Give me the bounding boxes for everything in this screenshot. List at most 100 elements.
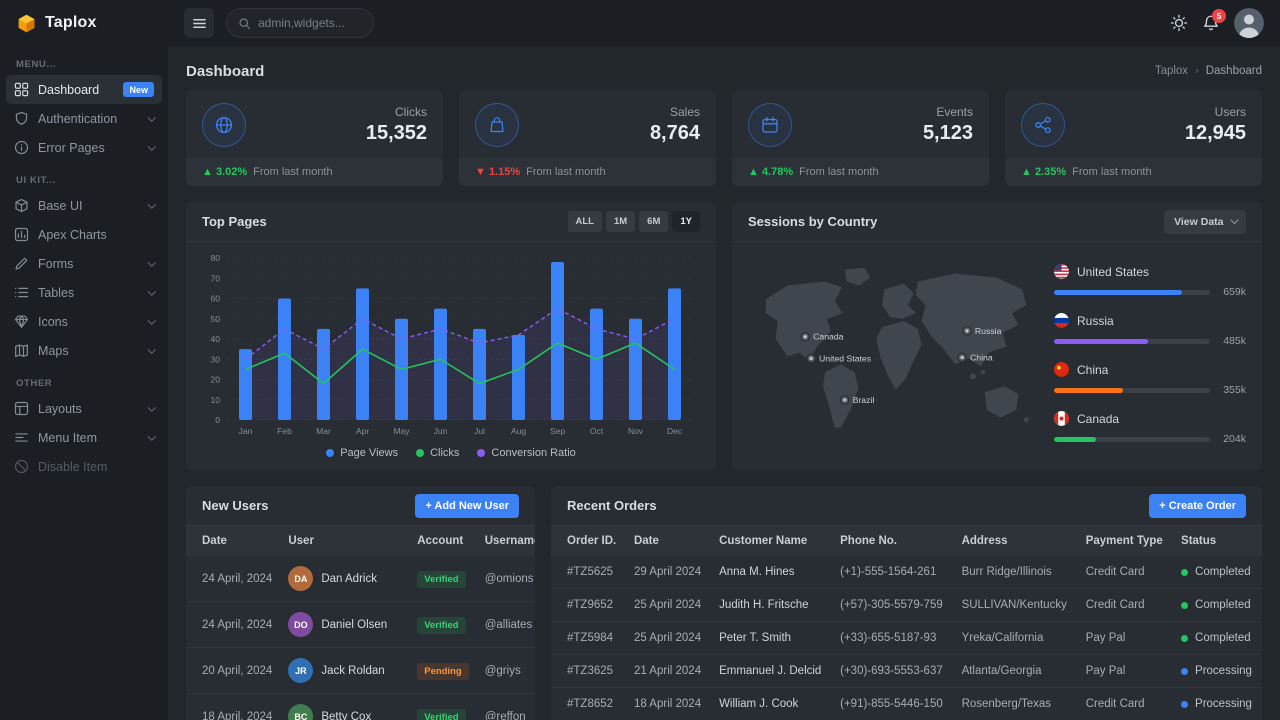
top-pages-header: Top Pages ALL 1M 6M 1Y bbox=[186, 202, 716, 242]
column-header: Account bbox=[409, 526, 477, 556]
theme-toggle-button[interactable] bbox=[1170, 14, 1188, 32]
svg-text:Apr: Apr bbox=[356, 426, 369, 436]
stat-label: Clicks bbox=[395, 105, 427, 119]
user-name[interactable]: JR Jack Roldan bbox=[288, 658, 401, 683]
notifications-button[interactable]: 5 bbox=[1202, 9, 1226, 32]
order-id[interactable]: #TZ5625 bbox=[567, 566, 614, 578]
sidebar-item-dashboard[interactable]: Dashboard New bbox=[6, 75, 162, 104]
user-date: 18 April, 2024 bbox=[186, 693, 281, 720]
view-data-dropdown[interactable]: View Data bbox=[1164, 209, 1246, 234]
stat-note: From last month bbox=[1072, 166, 1152, 178]
country-name: Russia bbox=[1077, 313, 1114, 328]
legend-clicks: Clicks bbox=[416, 447, 459, 459]
order-status-badge: Processing bbox=[1181, 698, 1254, 710]
svg-text:Russia: Russia bbox=[975, 325, 1002, 335]
user-avatar[interactable] bbox=[1234, 8, 1264, 38]
sidebar-item-tables[interactable]: Tables bbox=[6, 278, 162, 307]
sidebar-item-base-ui[interactable]: Base UI bbox=[6, 191, 162, 220]
order-id[interactable]: #TZ3625 bbox=[551, 654, 626, 688]
sidebar-item-maps[interactable]: Maps bbox=[6, 336, 162, 365]
add-new-user-button[interactable]: + Add New User bbox=[415, 493, 519, 518]
chevron-down-icon bbox=[1230, 215, 1238, 224]
filter-button-all[interactable]: ALL bbox=[567, 211, 602, 232]
order-status-badge: Completed bbox=[1181, 566, 1254, 578]
chevron-down-icon bbox=[147, 113, 156, 121]
layouts-icon bbox=[14, 401, 29, 416]
filter-button-1y[interactable]: 1Y bbox=[672, 211, 700, 232]
order-date: 21 April 2024 bbox=[625, 654, 712, 688]
create-order-button[interactable]: + Create Order bbox=[1149, 493, 1246, 518]
user-name[interactable]: DO Daniel Olsen bbox=[288, 612, 401, 637]
user-username: @reffon bbox=[476, 693, 535, 720]
svg-text:Brazil: Brazil bbox=[853, 394, 875, 404]
sidebar-item-layouts[interactable]: Layouts bbox=[6, 394, 162, 423]
user-name[interactable]: DA Dan Adrick bbox=[288, 566, 401, 591]
sessions-title: Sessions by Country bbox=[748, 214, 878, 229]
sidebar-item-label: Layouts bbox=[38, 401, 82, 416]
new-users-table: Date User Account Username 24 April, 2024 D… bbox=[186, 526, 535, 720]
order-phone: (+33)-655-5187-93 bbox=[832, 621, 954, 655]
filter-button-6m[interactable]: 6M bbox=[639, 211, 669, 232]
order-phone: (+30)-693-5553-637 bbox=[832, 654, 954, 688]
brand[interactable]: Taplox bbox=[0, 0, 168, 46]
stat-value: 12,945 bbox=[1184, 122, 1246, 144]
sessions-card: Sessions by Country View Data bbox=[732, 202, 1262, 470]
svg-text:United States: United States bbox=[819, 353, 872, 363]
cn-flag-icon bbox=[1054, 362, 1069, 377]
search-input[interactable] bbox=[258, 16, 362, 30]
stat-label: Events bbox=[936, 105, 973, 119]
search-icon bbox=[238, 17, 251, 30]
svg-text:Aug: Aug bbox=[511, 426, 526, 436]
country-progress-bar bbox=[1054, 436, 1210, 442]
top-pages-chart: 0 10 20 30 40 50 60 70 80 Jan Feb Mar Apr May Jun Jul Au… bbox=[211, 253, 694, 436]
chevron-down-icon bbox=[147, 432, 156, 440]
sidebar-item-disable-item[interactable]: Disable Item bbox=[6, 452, 162, 481]
dashboard-icon bbox=[14, 82, 29, 97]
country-row-china: China 355k bbox=[1054, 362, 1246, 396]
country-value: 355k bbox=[1223, 384, 1246, 396]
chart-range-filters: ALL 1M 6M 1Y bbox=[567, 211, 700, 232]
new-users-header: New Users + Add New User bbox=[186, 486, 535, 526]
country-progress-bar bbox=[1054, 387, 1210, 393]
disable-item-icon bbox=[14, 459, 29, 474]
table-row: #TZ9652 25 April 2024 Judith H. Fritsche… bbox=[551, 588, 1262, 622]
sidebar-item-icons[interactable]: Icons bbox=[6, 307, 162, 336]
stat-footnote: ▲ 3.02% From last month bbox=[186, 158, 443, 186]
svg-text:Jun: Jun bbox=[434, 426, 448, 436]
stat-value: 8,764 bbox=[649, 122, 700, 144]
filter-button-1m[interactable]: 1M bbox=[605, 211, 636, 232]
apex-charts-icon bbox=[14, 227, 29, 242]
sidebar-item-apex-charts[interactable]: Apex Charts bbox=[6, 220, 162, 249]
order-id[interactable]: #TZ8652 bbox=[551, 687, 626, 720]
order-status-badge: Processing bbox=[1181, 665, 1254, 677]
sidebar-item-authentication[interactable]: Authentication bbox=[6, 104, 162, 133]
user-username: @omions bbox=[484, 572, 534, 585]
sidebar-item-error-pages[interactable]: Error Pages bbox=[6, 133, 162, 162]
ru-flag-icon bbox=[1054, 313, 1069, 328]
account-status-badge: Verified bbox=[417, 708, 466, 720]
sidebar-item-label: Error Pages bbox=[38, 140, 105, 155]
stat-delta: ▼ 1.15% bbox=[475, 166, 521, 178]
svg-text:0: 0 bbox=[215, 415, 220, 425]
avatar: DA bbox=[288, 566, 314, 591]
country-value: 485k bbox=[1223, 335, 1246, 347]
order-id[interactable]: #TZ5984 bbox=[551, 621, 626, 655]
stat-value: 5,123 bbox=[922, 122, 973, 144]
stat-card-users: Users 12,945 ▲ 2.35% From last month bbox=[1005, 90, 1262, 186]
top-pages-title: Top Pages bbox=[202, 214, 267, 229]
brand-name: Taplox bbox=[45, 14, 97, 31]
user-name[interactable]: BC Betty Cox bbox=[288, 704, 401, 720]
order-phone: (+1)-555-1564-261 bbox=[840, 566, 937, 578]
breadcrumb-root[interactable]: Taplox bbox=[1154, 65, 1189, 77]
sidebar-item-forms[interactable]: Forms bbox=[6, 249, 162, 278]
sidebar-item-menu-item[interactable]: Menu Item bbox=[6, 423, 162, 452]
country-row-canada: Canada 204k bbox=[1054, 411, 1246, 445]
topbar: 5 bbox=[168, 0, 1280, 46]
main-area: 5 Dashboard Taplox › Dashboard bbox=[168, 0, 1280, 720]
chevron-down-icon bbox=[147, 345, 156, 353]
order-date: 29 April 2024 bbox=[633, 566, 702, 578]
column-header: Date bbox=[186, 526, 281, 556]
order-id[interactable]: #TZ9652 bbox=[551, 588, 626, 622]
menu-toggle-button[interactable] bbox=[184, 8, 214, 38]
user-date: 24 April, 2024 bbox=[202, 572, 273, 585]
